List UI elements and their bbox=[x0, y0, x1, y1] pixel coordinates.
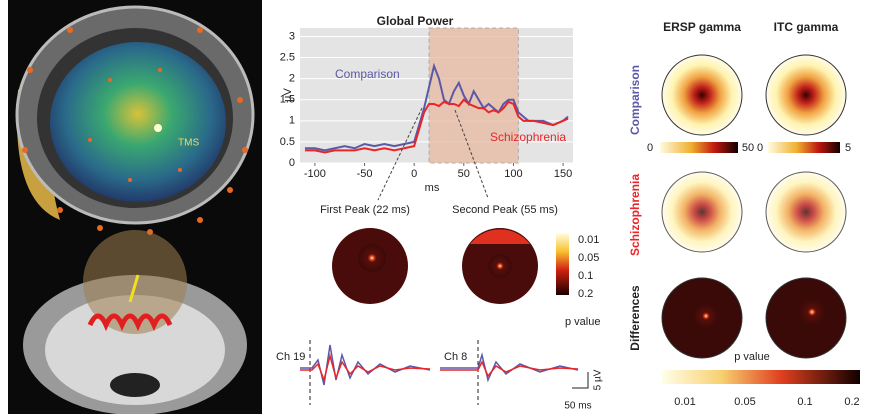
colorbar-label: 0.01 bbox=[674, 396, 695, 408]
topoplot-hotspot bbox=[358, 244, 386, 272]
x-tick-label: 150 bbox=[554, 168, 572, 180]
colorbar-label: 5 bbox=[845, 142, 851, 154]
scale-label: 50 ms bbox=[564, 401, 591, 412]
x-tick-label: 0 bbox=[411, 168, 417, 180]
tms-spot bbox=[154, 124, 162, 132]
topoplot-hotspot bbox=[488, 254, 512, 278]
trace bbox=[440, 362, 578, 376]
colorbar-label: 0 bbox=[647, 142, 653, 154]
scale-bar bbox=[572, 372, 588, 388]
peak-label: First Peak (22 ms) bbox=[320, 204, 410, 216]
topoplot-hotspot bbox=[799, 299, 825, 325]
chart-title: Global Power bbox=[377, 14, 454, 28]
colorbar bbox=[660, 142, 738, 153]
y-tick-label: 1.5 bbox=[280, 94, 295, 106]
trace bbox=[300, 345, 430, 385]
tms-field bbox=[50, 42, 226, 202]
topoplot-hotspot bbox=[470, 229, 530, 244]
figure: TMS Global Power µV ms 00.511.522.53-100… bbox=[0, 0, 870, 414]
x-tick-label: 50 bbox=[458, 168, 470, 180]
y-tick-label: 0.5 bbox=[280, 136, 295, 148]
colorbar-label: 0.2 bbox=[844, 396, 859, 408]
colorbar-label: 0.1 bbox=[797, 396, 812, 408]
column-title: ITC gamma bbox=[774, 20, 839, 34]
colorbar bbox=[556, 233, 569, 295]
topoplot-hotspot bbox=[694, 304, 718, 328]
colorbar-label: 0.2 bbox=[578, 288, 593, 300]
colorbar-label: 0.1 bbox=[578, 270, 593, 282]
legend-label: Schizophrenia bbox=[490, 130, 566, 144]
colorbar bbox=[768, 142, 840, 153]
trace bbox=[300, 356, 430, 380]
scale-label: 5 µV bbox=[593, 369, 604, 390]
colorbar bbox=[662, 370, 860, 384]
x-tick-label: -100 bbox=[304, 168, 326, 180]
row-label: Differences bbox=[628, 285, 642, 351]
colorbar-label: 0 bbox=[757, 142, 763, 154]
y-tick-label: 1 bbox=[289, 115, 295, 127]
row-label: Schizophrenia bbox=[628, 174, 642, 256]
x-tick-label: -50 bbox=[357, 168, 373, 180]
legend-label: Comparison bbox=[335, 67, 400, 81]
colorbar-label: 0.05 bbox=[578, 252, 599, 264]
y-tick-label: 2 bbox=[289, 73, 295, 85]
x-axis-label: ms bbox=[425, 182, 440, 194]
channel-label: Ch 8 bbox=[444, 351, 467, 363]
y-tick-label: 3 bbox=[289, 30, 295, 42]
row-label: Comparison bbox=[628, 65, 642, 135]
colorbar-label: 0.01 bbox=[578, 234, 599, 246]
colorbar-title: p value bbox=[565, 316, 600, 328]
column-title: ERSP gamma bbox=[663, 20, 741, 34]
y-tick-label: 2.5 bbox=[280, 51, 295, 63]
tms-label: TMS bbox=[178, 138, 199, 149]
colorbar-label: 0.05 bbox=[734, 396, 755, 408]
peak-label: Second Peak (55 ms) bbox=[452, 204, 558, 216]
colorbar-label: 50 bbox=[742, 142, 754, 154]
ventricle bbox=[110, 373, 160, 397]
x-tick-label: 100 bbox=[504, 168, 522, 180]
colorbar-title: p value bbox=[734, 351, 769, 363]
y-tick-label: 0 bbox=[289, 157, 295, 169]
channel-label: Ch 19 bbox=[276, 351, 305, 363]
